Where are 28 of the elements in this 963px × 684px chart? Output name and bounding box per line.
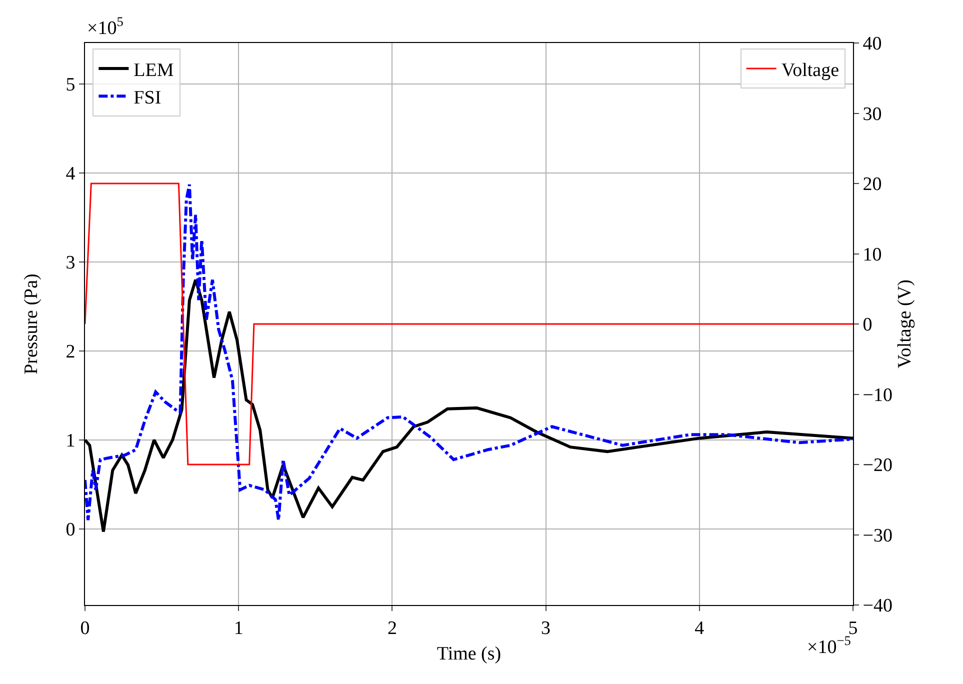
y-tick-label: 4 [66,164,76,185]
legend-label: FSI [134,88,162,109]
x-tick-label: 2 [387,618,397,639]
y-axis-title: Pressure (Pa) [21,274,42,374]
y2-tick-label: −30 [862,525,893,546]
y2-tick-label: 0 [862,314,872,336]
y-tick-label: 1 [66,430,76,452]
legend-label: LEM [134,60,174,81]
x-tick-label: 1 [234,618,244,639]
text: ×10$^{5}$ [87,14,124,39]
y2-tick-label: 30 [862,104,882,125]
y-tick-label: 0 [66,520,76,541]
y-tick-label: 5 [66,74,76,96]
y2-tick-label: 10 [862,244,882,266]
y2-axis-title: Voltage (V) [894,280,916,368]
line-series [85,183,853,522]
x-tick-label: 0 [80,618,90,639]
x-tick-label: 4 [694,618,705,639]
y-tick-label: 2 [66,342,76,363]
x-axis-title: Time (s) [436,644,502,665]
x-tick-label: 3 [541,618,551,639]
y2-tick-label: 20 [862,174,882,196]
legend-label: Voltage [781,60,840,81]
y2-tick-label: −20 [862,455,893,476]
y2-tick-label: −40 [862,596,893,617]
y2-tick-label: 40 [862,34,882,55]
y2-tick-label: −10 [862,384,893,406]
y-tick-label: 3 [66,252,76,274]
